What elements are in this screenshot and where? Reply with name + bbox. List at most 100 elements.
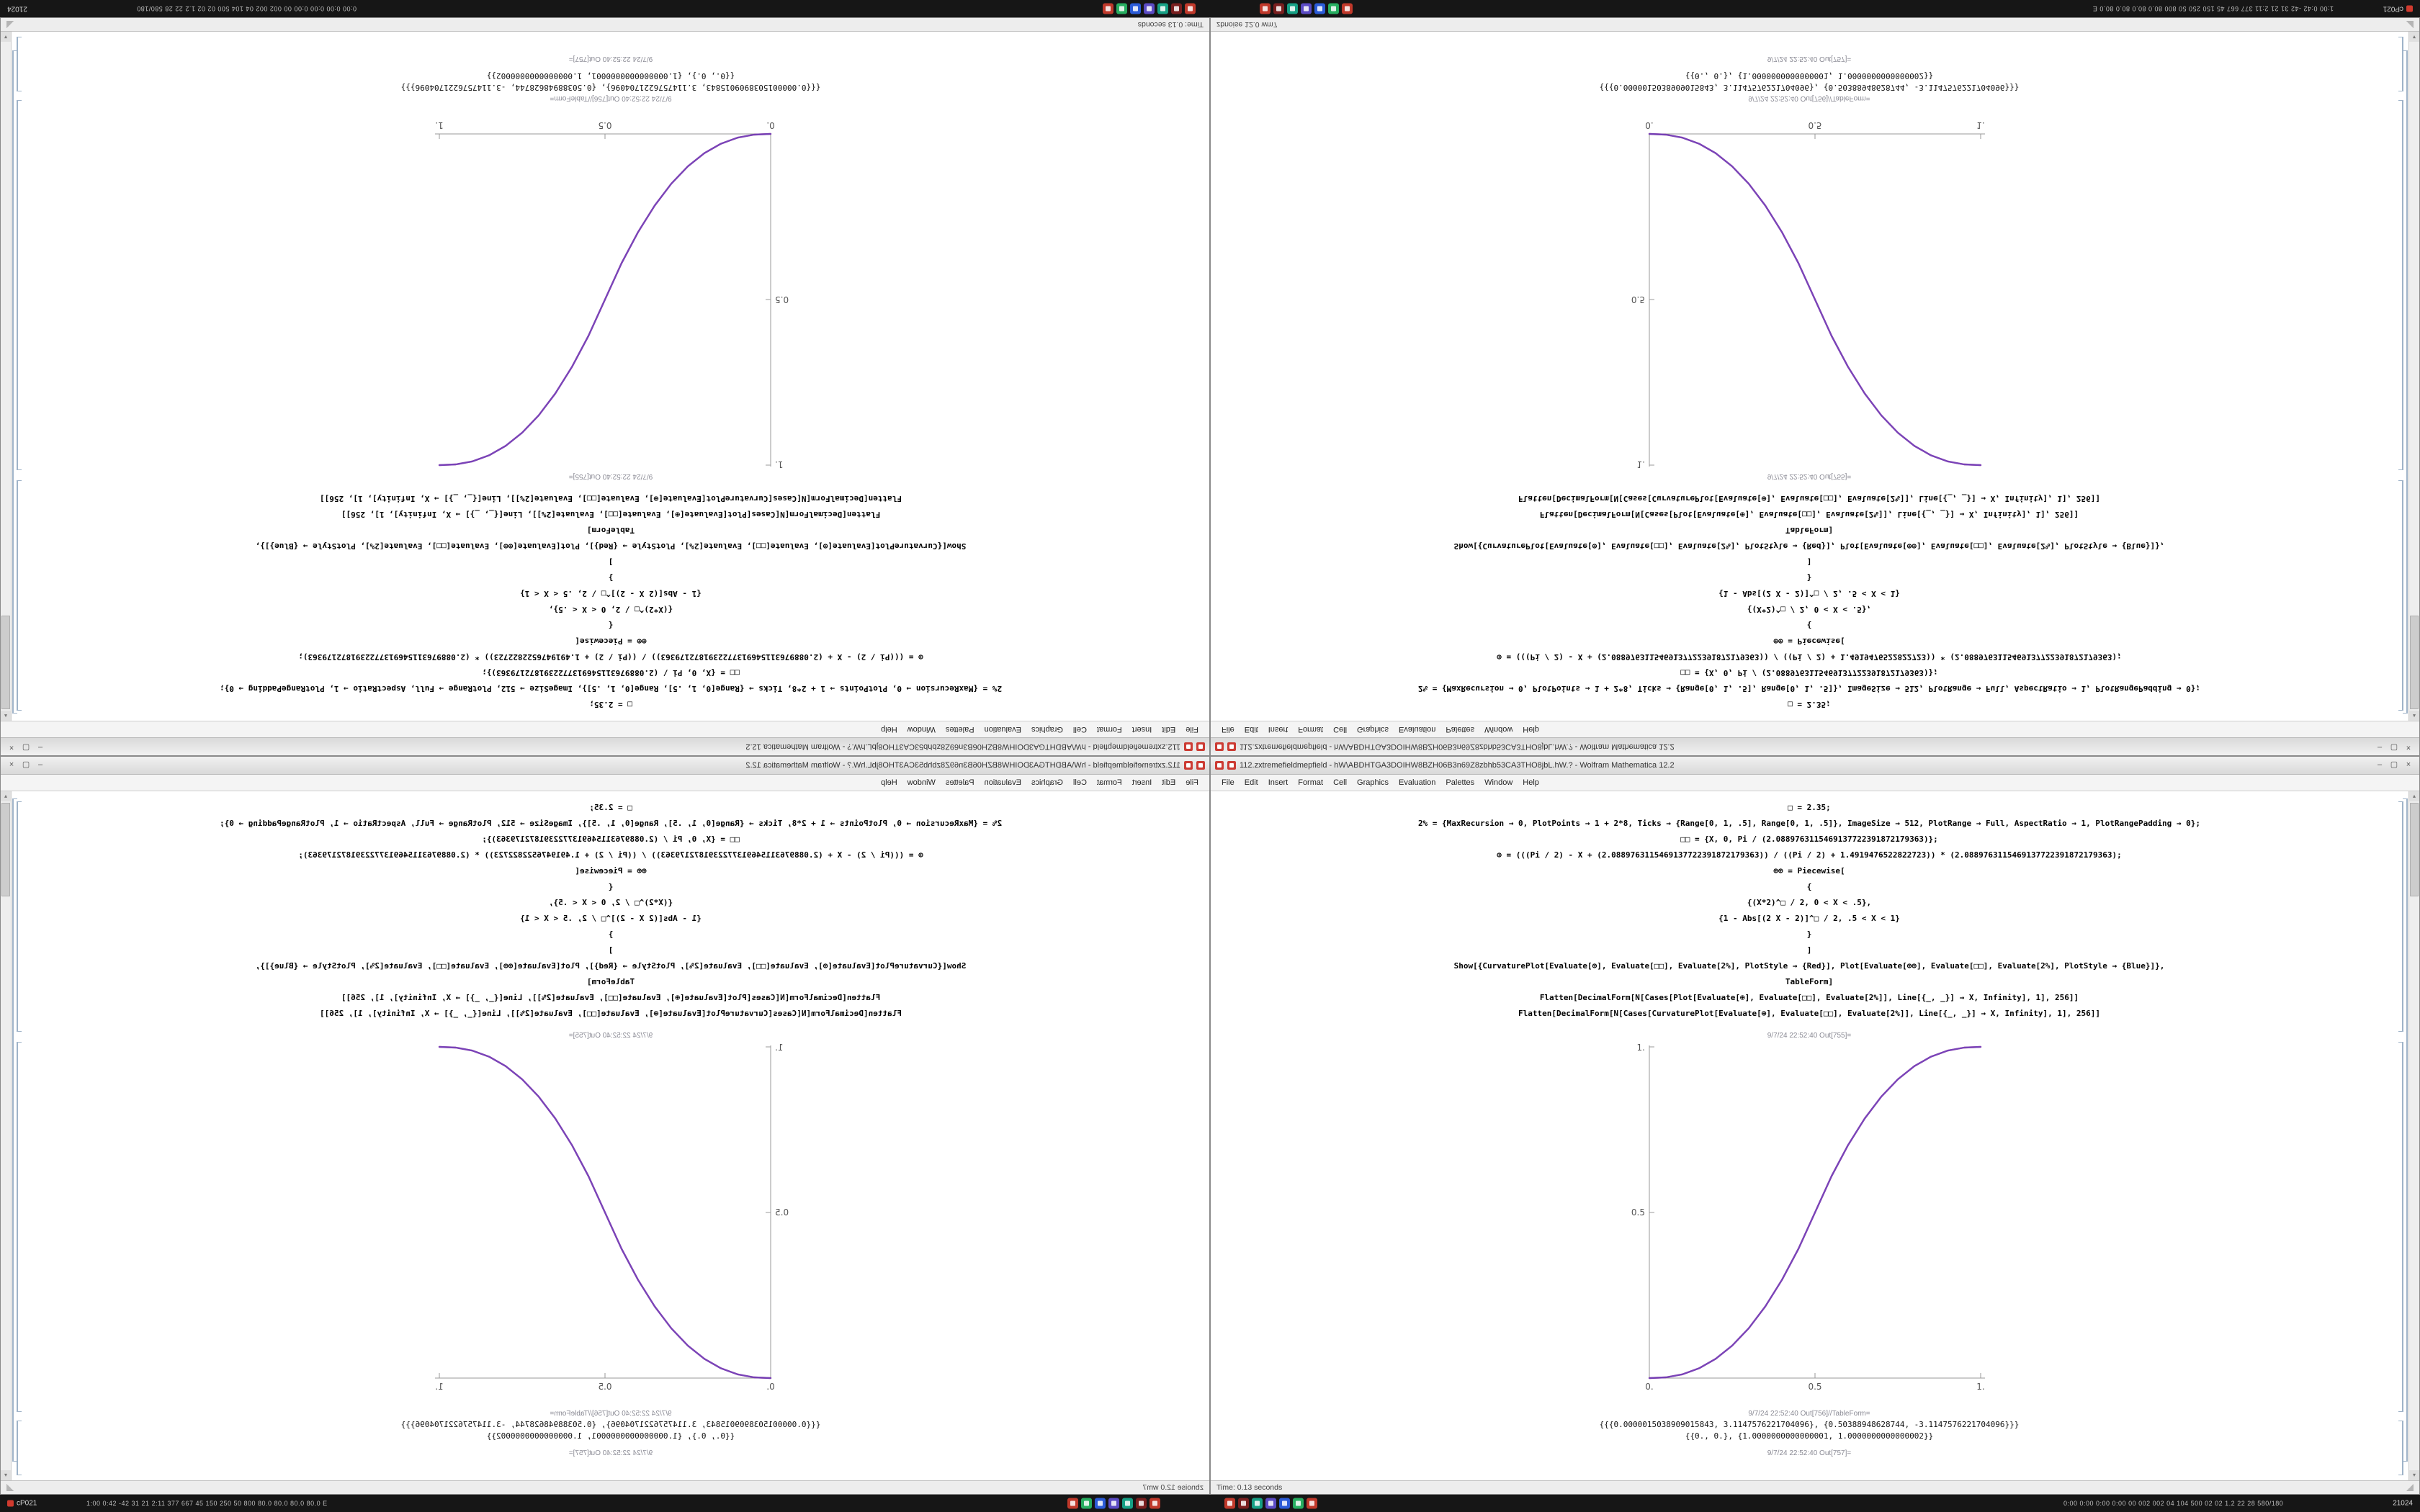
vertical-scrollbar[interactable]: ▴ ▾ (1, 791, 12, 1480)
menu-insert[interactable]: Insert (1131, 778, 1152, 787)
code-line[interactable]: TableForm] (586, 526, 635, 535)
menu-edit[interactable]: Edit (1244, 778, 1258, 787)
menu-edit[interactable]: Edit (1162, 725, 1176, 734)
menu-window[interactable]: Window (1484, 725, 1513, 734)
taskbar-app-icon[interactable] (1144, 3, 1155, 14)
menu-cell[interactable]: Cell (1333, 778, 1348, 787)
code-line[interactable]: { (608, 882, 614, 891)
cell-bracket-output-plot[interactable] (2398, 1042, 2403, 1412)
code-line[interactable]: ⊕⊕ = Piecewise[ (575, 866, 647, 876)
taskbar-app-icon[interactable] (1103, 3, 1113, 14)
menu-help[interactable]: Help (881, 725, 897, 734)
menu-help[interactable]: Help (1523, 778, 1539, 787)
code-line[interactable]: ] (1806, 945, 1812, 955)
taskbar-app-icon[interactable] (1095, 1498, 1106, 1509)
scrollbar-thumb[interactable] (2410, 616, 2419, 709)
code-line[interactable]: Flatten[DecimalForm[N[Cases[Plot[Evaluat… (341, 510, 881, 519)
output-plot[interactable]: 0. 0.5 1. 0.5 1. (424, 1043, 798, 1403)
taskbar-app-icon[interactable] (1136, 1498, 1147, 1509)
code-line[interactable]: ⊕⊕ = Piecewise[ (1773, 636, 1845, 646)
close-button[interactable]: × (9, 743, 14, 752)
code-line[interactable]: 2% = {MaxRecursion → 0, PlotPoints → 1 +… (1417, 684, 2201, 693)
menu-palettes[interactable]: Palettes (1446, 778, 1475, 787)
taskbar-app-icon[interactable] (1157, 3, 1168, 14)
code-line[interactable]: Flatten[DecimalForm[N[Cases[Plot[Evaluat… (1539, 510, 2079, 519)
code-line[interactable]: {1 - Abs[(2 X - 2)]^□ / 2, .5 < X < 1} (1718, 914, 1900, 923)
code-line[interactable]: {(X*2)^□ / 2, 0 < X < .5}, (548, 898, 673, 907)
resize-grip-icon[interactable] (2406, 1484, 2414, 1491)
taskbar-app-icon[interactable] (1328, 3, 1339, 14)
code-line[interactable]: 2% = {MaxRecursion → 0, PlotPoints → 1 +… (219, 819, 1003, 828)
taskbar-app-icon[interactable] (1081, 1498, 1092, 1509)
menu-format[interactable]: Format (1096, 778, 1122, 787)
code-line[interactable]: { (608, 621, 614, 630)
minimize-button[interactable]: – (37, 743, 43, 752)
code-line[interactable]: ] (1806, 557, 1812, 567)
cell-bracket-output-plot[interactable] (17, 1042, 22, 1412)
output-plot[interactable]: 0. 0.5 1. 0.5 1. (1622, 1043, 1996, 1403)
menu-palettes[interactable]: Palettes (1446, 725, 1475, 734)
menu-insert[interactable]: Insert (1268, 725, 1289, 734)
taskbar-app-icon[interactable] (1130, 3, 1141, 14)
minimize-button[interactable]: – (2377, 760, 2383, 769)
code-line[interactable]: Flatten[DecimalForm[N[Cases[CurvaturePlo… (320, 1009, 902, 1018)
scroll-up-arrow[interactable]: ▴ (1, 711, 11, 721)
vertical-scrollbar[interactable]: ▴ ▾ (2408, 791, 2419, 1480)
result-row[interactable]: {{0., 0.}, {1.0000000000000001, 1.000000… (1685, 71, 1934, 81)
code-line[interactable]: □□ = {X, 0, Pi / (2.08897631154691377223… (482, 834, 740, 844)
menu-file[interactable]: File (1186, 725, 1198, 734)
code-line[interactable]: ⊕ = (((Pi / 2) - X + (2.0889763115469137… (298, 652, 923, 662)
code-line[interactable]: Flatten[DecimalForm[N[Cases[CurvaturePlo… (1518, 494, 2100, 503)
close-button[interactable]: × (2406, 760, 2411, 769)
menu-help[interactable]: Help (1523, 725, 1539, 734)
menu-cell[interactable]: Cell (1072, 725, 1087, 734)
maximize-button[interactable]: ▢ (2390, 760, 2398, 769)
menu-palettes[interactable]: Palettes (945, 725, 974, 734)
cell-bracket-output-plot[interactable] (17, 100, 22, 470)
result-row[interactable]: {{0., 0.}, {1.0000000000000001, 1.000000… (486, 71, 735, 81)
input-cell[interactable]: □ = 2.35; 2% = {MaxRecursion → 0, PlotPoi… (12, 791, 1209, 1022)
taskbar-app-icon[interactable] (1279, 1498, 1290, 1509)
code-line[interactable]: {1 - Abs[(2 X - 2)]^□ / 2, .5 < X < 1} (1718, 589, 1900, 598)
taskbar-app-icon[interactable] (1342, 3, 1353, 14)
result-row[interactable]: {{0., 0.}, {1.0000000000000001, 1.000000… (486, 1431, 735, 1441)
menu-format[interactable]: Format (1298, 778, 1324, 787)
menu-evaluation[interactable]: Evaluation (984, 725, 1021, 734)
menu-file[interactable]: File (1222, 725, 1234, 734)
code-line[interactable]: Flatten[DecimalForm[N[Cases[Plot[Evaluat… (341, 993, 881, 1002)
maximize-button[interactable]: ▢ (2390, 743, 2398, 752)
taskbar-app-icon[interactable] (1307, 1498, 1317, 1509)
code-line[interactable]: □ = 2.35; (589, 803, 632, 812)
menu-palettes[interactable]: Palettes (945, 778, 974, 787)
code-line[interactable]: Show[{CurvaturePlot[Evaluate[⊕], Evaluat… (1453, 541, 2165, 551)
menu-file[interactable]: File (1222, 778, 1234, 787)
menu-edit[interactable]: Edit (1162, 778, 1176, 787)
menu-cell[interactable]: Cell (1333, 725, 1348, 734)
minimize-button[interactable]: – (37, 760, 43, 769)
code-line[interactable]: } (608, 573, 614, 582)
input-cell[interactable]: □ = 2.35; 2% = {MaxRecursion → 0, PlotPoi… (12, 490, 1209, 721)
code-line[interactable]: ⊕ = (((Pi / 2) - X + (2.0889763115469137… (298, 850, 923, 860)
result-row[interactable]: {{0., 0.}, {1.0000000000000001, 1.000000… (1685, 1431, 1934, 1441)
code-line[interactable]: TableForm] (586, 977, 635, 986)
maximize-button[interactable]: ▢ (22, 760, 30, 769)
menu-insert[interactable]: Insert (1268, 778, 1289, 787)
scroll-up-arrow[interactable]: ▴ (2409, 791, 2419, 801)
taskbar-app-icon[interactable] (1287, 3, 1298, 14)
code-line[interactable]: Show[{CurvaturePlot[Evaluate[⊕], Evaluat… (255, 961, 967, 971)
code-line[interactable]: Flatten[DecimalForm[N[Cases[CurvaturePlo… (320, 494, 902, 503)
scroll-down-arrow[interactable]: ▾ (2409, 1470, 2419, 1480)
vertical-scrollbar[interactable]: ▴ ▾ (1, 32, 12, 721)
taskbar-left-corner[interactable]: cP021 (2383, 5, 2413, 13)
menu-window[interactable]: Window (907, 725, 936, 734)
menu-window[interactable]: Window (1484, 778, 1513, 787)
scroll-up-arrow[interactable]: ▴ (1, 791, 11, 801)
taskbar-app-icon[interactable] (1273, 3, 1284, 14)
scroll-down-arrow[interactable]: ▾ (1, 32, 11, 42)
menu-graphics[interactable]: Graphics (1357, 778, 1389, 787)
code-line[interactable]: {(X*2)^□ / 2, 0 < X < .5}, (1747, 605, 1872, 614)
menu-format[interactable]: Format (1096, 725, 1122, 734)
code-line[interactable]: □□ = {X, 0, Pi / (2.08897631154691377223… (1680, 834, 1938, 844)
taskbar-app-icon[interactable] (1150, 1498, 1160, 1509)
code-line[interactable]: Flatten[DecimalForm[N[Cases[Plot[Evaluat… (1539, 993, 2079, 1002)
